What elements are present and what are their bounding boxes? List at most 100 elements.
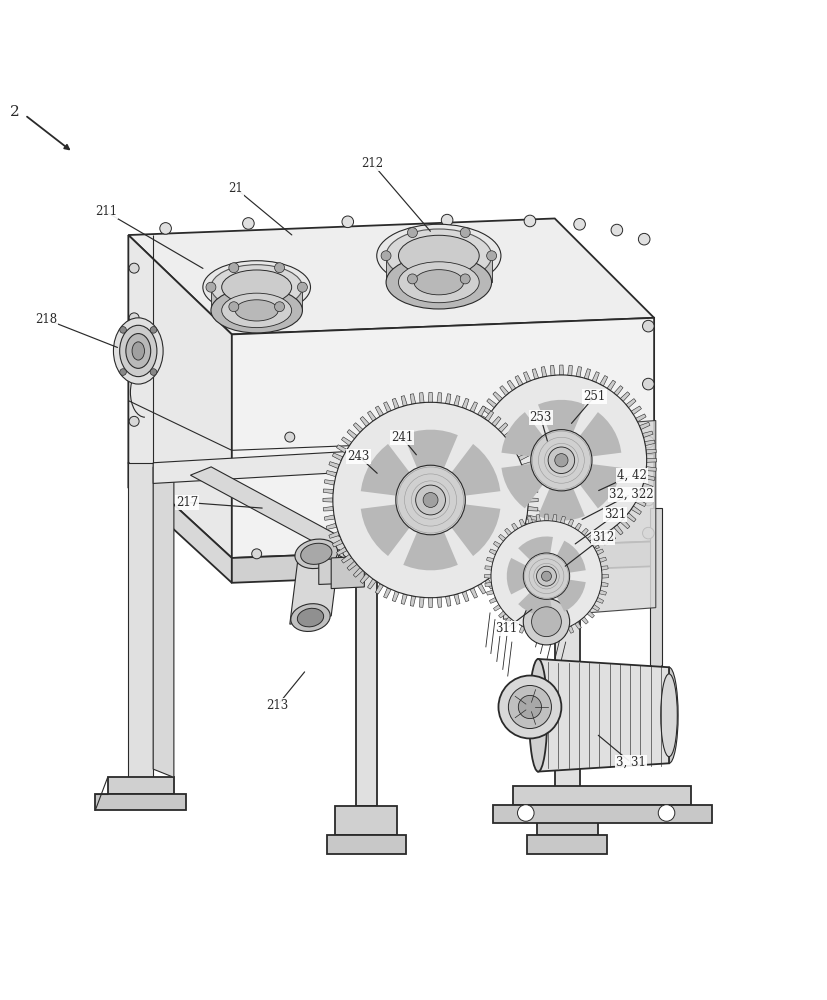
Polygon shape — [360, 416, 369, 427]
Polygon shape — [600, 566, 607, 570]
Polygon shape — [518, 536, 552, 576]
Polygon shape — [538, 460, 584, 521]
Polygon shape — [642, 483, 653, 489]
Polygon shape — [323, 506, 333, 511]
Ellipse shape — [398, 262, 479, 303]
Text: 311: 311 — [495, 622, 517, 635]
Polygon shape — [324, 515, 334, 520]
Polygon shape — [486, 399, 496, 408]
Ellipse shape — [113, 318, 163, 384]
Polygon shape — [469, 483, 480, 489]
Polygon shape — [461, 591, 468, 602]
Polygon shape — [500, 525, 509, 535]
Polygon shape — [332, 539, 342, 547]
Polygon shape — [518, 576, 552, 616]
Polygon shape — [518, 539, 528, 547]
Polygon shape — [599, 534, 607, 545]
Polygon shape — [153, 434, 653, 483]
Circle shape — [242, 218, 254, 229]
Circle shape — [506, 510, 519, 523]
Polygon shape — [554, 541, 579, 806]
Polygon shape — [509, 554, 519, 563]
Polygon shape — [323, 489, 333, 494]
Polygon shape — [560, 516, 565, 524]
Polygon shape — [324, 480, 334, 485]
Polygon shape — [506, 380, 515, 391]
Circle shape — [524, 544, 534, 554]
Polygon shape — [527, 629, 532, 636]
Polygon shape — [491, 416, 500, 427]
Polygon shape — [600, 582, 607, 587]
Polygon shape — [523, 523, 534, 529]
Polygon shape — [341, 437, 351, 446]
Circle shape — [120, 369, 127, 375]
Ellipse shape — [398, 235, 479, 276]
Polygon shape — [574, 523, 581, 531]
Circle shape — [150, 327, 156, 333]
Circle shape — [523, 553, 569, 599]
Circle shape — [642, 494, 653, 506]
Circle shape — [129, 367, 139, 377]
Circle shape — [342, 547, 352, 557]
Polygon shape — [445, 596, 451, 606]
Text: 21: 21 — [228, 182, 243, 195]
Circle shape — [297, 282, 307, 292]
Polygon shape — [498, 611, 505, 618]
Polygon shape — [437, 393, 441, 403]
Polygon shape — [526, 480, 536, 485]
Polygon shape — [535, 515, 540, 522]
Polygon shape — [576, 543, 581, 554]
Circle shape — [150, 369, 156, 375]
Polygon shape — [619, 519, 629, 529]
Polygon shape — [526, 515, 536, 520]
Polygon shape — [509, 437, 519, 446]
Polygon shape — [323, 498, 332, 502]
Polygon shape — [128, 218, 653, 334]
Circle shape — [275, 302, 284, 312]
Polygon shape — [635, 414, 645, 422]
Polygon shape — [584, 369, 590, 379]
Polygon shape — [361, 500, 430, 556]
Polygon shape — [527, 489, 538, 494]
Polygon shape — [550, 545, 554, 555]
Ellipse shape — [528, 659, 547, 772]
Circle shape — [129, 263, 139, 273]
Polygon shape — [591, 538, 599, 549]
Circle shape — [483, 429, 493, 439]
Polygon shape — [491, 573, 500, 584]
Polygon shape — [514, 534, 523, 545]
Polygon shape — [480, 506, 491, 515]
Polygon shape — [599, 557, 605, 562]
Polygon shape — [485, 411, 493, 421]
Polygon shape — [523, 372, 530, 382]
Circle shape — [486, 251, 496, 261]
Polygon shape — [383, 402, 390, 412]
Polygon shape — [504, 528, 511, 536]
Polygon shape — [576, 367, 581, 377]
Polygon shape — [559, 365, 562, 375]
Polygon shape — [347, 430, 356, 439]
Text: 217: 217 — [176, 496, 198, 509]
Ellipse shape — [385, 229, 491, 282]
Polygon shape — [645, 467, 656, 471]
Polygon shape — [409, 394, 415, 404]
Polygon shape — [318, 558, 360, 584]
Text: 218: 218 — [36, 313, 57, 326]
Polygon shape — [606, 530, 615, 540]
Polygon shape — [635, 499, 645, 507]
Polygon shape — [485, 582, 491, 587]
Polygon shape — [400, 594, 407, 604]
Text: 312: 312 — [591, 531, 613, 544]
Circle shape — [395, 465, 465, 535]
Polygon shape — [466, 467, 476, 471]
Circle shape — [415, 485, 445, 515]
Circle shape — [407, 228, 417, 238]
Circle shape — [228, 263, 238, 273]
Polygon shape — [613, 386, 622, 396]
Circle shape — [530, 430, 591, 491]
Text: 243: 243 — [347, 450, 370, 463]
Polygon shape — [528, 498, 538, 502]
Polygon shape — [523, 471, 534, 477]
Circle shape — [380, 251, 390, 261]
Circle shape — [407, 274, 417, 284]
